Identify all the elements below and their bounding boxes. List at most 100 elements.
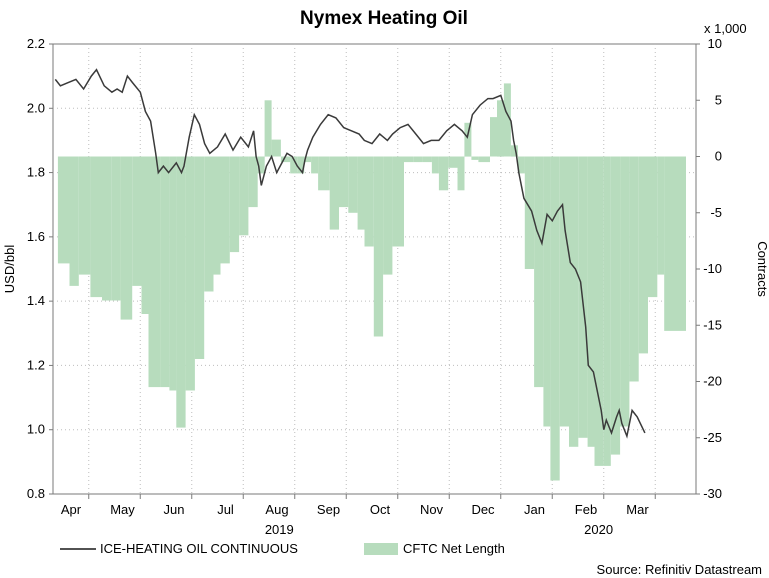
bar bbox=[392, 156, 404, 247]
bar bbox=[448, 156, 458, 168]
x-month-label: Sep bbox=[317, 502, 340, 517]
bar bbox=[229, 156, 240, 253]
bar bbox=[404, 156, 414, 163]
legend-bar-label: CFTC Net Length bbox=[403, 541, 505, 556]
left-tick-label: 0.8 bbox=[27, 486, 45, 501]
bar bbox=[587, 156, 595, 447]
bar bbox=[120, 156, 133, 320]
plot-area bbox=[52, 43, 697, 495]
bar bbox=[348, 156, 358, 213]
left-tick-label: 1.0 bbox=[27, 422, 45, 437]
bar bbox=[422, 156, 432, 163]
legend: ICE-HEATING OIL CONTINUOUS CFTC Net Leng… bbox=[60, 541, 505, 556]
x-month-label: Apr bbox=[61, 502, 82, 517]
bar bbox=[318, 156, 330, 191]
price-line bbox=[54, 68, 646, 439]
bar bbox=[339, 156, 349, 208]
left-tick-label: 1.2 bbox=[27, 357, 45, 372]
bar bbox=[569, 156, 579, 447]
bar bbox=[280, 156, 291, 163]
x-year-label: 2020 bbox=[584, 522, 613, 537]
bar bbox=[534, 156, 544, 388]
bar bbox=[503, 83, 511, 157]
bar bbox=[648, 156, 658, 298]
x-month-label: Oct bbox=[370, 502, 391, 517]
bar bbox=[543, 156, 551, 427]
right-tick-label: -20 bbox=[703, 374, 722, 389]
bar bbox=[550, 156, 560, 481]
left-axis: 0.8 1.0 1.2 1.4 1.6 1.8 2.0 2.2 bbox=[27, 36, 53, 501]
x-axis: Apr May Jun Jul Aug Sep Oct Nov Dec Jan Feb Mar 2019… bbox=[61, 494, 656, 537]
bar bbox=[102, 156, 112, 301]
bar bbox=[304, 156, 312, 163]
x-month-label: Mar bbox=[626, 502, 649, 517]
bar bbox=[90, 156, 102, 298]
left-tick-label: 2.0 bbox=[27, 100, 45, 115]
bar bbox=[248, 156, 258, 208]
source-note: Source: Refinitiv Datastream bbox=[597, 562, 762, 577]
bar bbox=[176, 156, 186, 428]
bar bbox=[438, 156, 449, 191]
bar bbox=[311, 156, 319, 174]
legend-line-label: ICE-HEATING OIL CONTINUOUS bbox=[100, 541, 298, 556]
bar bbox=[185, 156, 195, 391]
bar bbox=[111, 156, 121, 301]
bar bbox=[610, 156, 621, 455]
right-tick-label: -30 bbox=[703, 486, 722, 501]
bar bbox=[204, 156, 214, 292]
x-month-label: May bbox=[110, 502, 135, 517]
bar bbox=[603, 156, 611, 466]
x-month-label: Jan bbox=[524, 502, 545, 517]
left-axis-label: USD/bbl bbox=[2, 245, 17, 294]
bar bbox=[141, 156, 149, 314]
bar bbox=[132, 156, 142, 286]
x-month-label: Jun bbox=[164, 502, 185, 517]
bar bbox=[78, 156, 91, 275]
bar bbox=[431, 156, 439, 174]
right-tick-label: -10 bbox=[703, 261, 722, 276]
bar bbox=[510, 145, 518, 157]
bar bbox=[257, 156, 265, 174]
right-tick-label: -15 bbox=[703, 317, 722, 332]
bar bbox=[524, 156, 535, 269]
left-tick-label: 2.2 bbox=[27, 36, 45, 51]
chart-title: Nymex Heating Oil bbox=[300, 8, 468, 29]
x-month-label: Aug bbox=[265, 502, 288, 517]
x-month-label: Nov bbox=[420, 502, 444, 517]
bar bbox=[264, 100, 272, 157]
left-tick-label: 1.4 bbox=[27, 293, 45, 308]
bar bbox=[478, 156, 490, 163]
bar bbox=[497, 100, 504, 157]
bar bbox=[148, 156, 161, 388]
bar bbox=[220, 156, 230, 264]
x-month-label: Feb bbox=[575, 502, 597, 517]
left-tick-label: 1.6 bbox=[27, 229, 45, 244]
bar bbox=[357, 156, 365, 230]
bar bbox=[364, 156, 374, 247]
bar bbox=[413, 156, 423, 163]
bar bbox=[194, 156, 205, 359]
legend-bar-swatch bbox=[364, 543, 398, 555]
bar bbox=[69, 156, 79, 286]
right-tick-label: 10 bbox=[708, 36, 722, 51]
bars-series bbox=[57, 83, 686, 481]
bar bbox=[559, 156, 569, 427]
right-tick-label: -25 bbox=[703, 430, 722, 445]
bar bbox=[657, 156, 665, 275]
bar bbox=[329, 156, 339, 230]
bar bbox=[57, 156, 70, 264]
bar bbox=[464, 122, 472, 157]
bar bbox=[373, 156, 384, 337]
x-year-label: 2019 bbox=[265, 522, 294, 537]
bar bbox=[290, 156, 298, 174]
right-tick-label: 0 bbox=[715, 149, 722, 164]
bar bbox=[271, 139, 281, 157]
x-month-label: Jul bbox=[217, 502, 234, 517]
bar bbox=[664, 156, 686, 331]
x-month-label: Dec bbox=[471, 502, 495, 517]
bar bbox=[471, 156, 479, 160]
right-axis: -30 -25 -20 -15 -10 -5 0 5 10 bbox=[696, 36, 722, 501]
bar bbox=[213, 156, 221, 275]
bar bbox=[594, 156, 604, 466]
